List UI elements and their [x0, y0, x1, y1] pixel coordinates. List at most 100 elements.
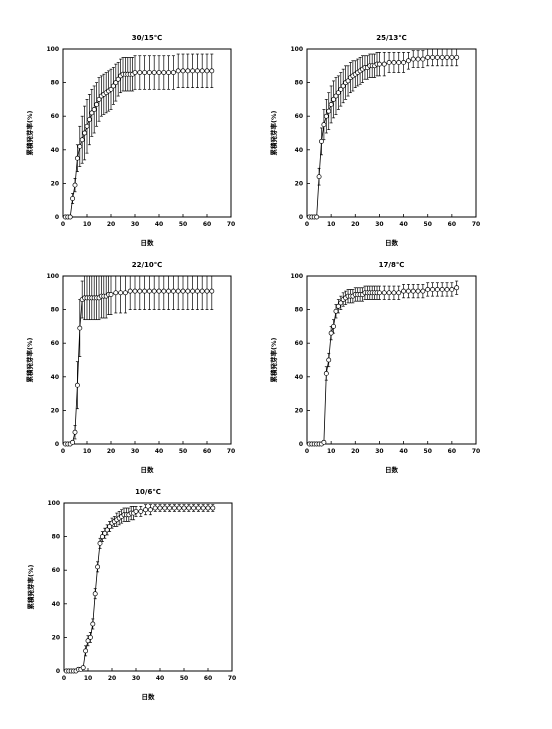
data-point [190, 288, 196, 294]
data-point [205, 505, 211, 511]
data-point [434, 286, 440, 292]
x-tick-label: 20 [108, 675, 116, 682]
data-point [415, 288, 421, 294]
y-tick-label: 60 [52, 567, 60, 574]
data-point [326, 357, 332, 363]
data-point [405, 288, 411, 294]
data-point [161, 70, 167, 75]
x-tick-label: 0 [62, 675, 66, 682]
plot-frame [306, 48, 477, 218]
series-line [309, 57, 457, 218]
x-axis-label: 日数 [141, 238, 155, 247]
x-axis-label: 日数 [141, 465, 155, 474]
data-point [449, 286, 455, 292]
x-tick-label: 10 [84, 675, 92, 682]
y-tick-label: 100 [290, 273, 303, 280]
data-point [122, 290, 128, 296]
y-tick-label: 80 [295, 307, 303, 314]
series-line [65, 70, 212, 218]
data-point [204, 68, 210, 74]
x-tick-label: 60 [448, 448, 456, 455]
y-tick-label: 20 [51, 407, 59, 414]
x-tick-label: 10 [83, 221, 91, 228]
x-tick-label: 70 [472, 448, 480, 455]
y-tick-label: 60 [295, 340, 303, 347]
data-point [108, 86, 114, 92]
x-tick-label: 60 [203, 221, 211, 228]
data-point [181, 505, 187, 511]
y-tick-label: 100 [47, 500, 60, 507]
y-tick-label: 80 [51, 80, 59, 87]
data-point [340, 83, 346, 89]
data-point [133, 508, 139, 514]
data-point [381, 290, 387, 296]
plot-frame [63, 502, 233, 672]
data-point [444, 286, 450, 292]
chart-title: 17/8℃ [379, 261, 405, 269]
data-point [166, 70, 172, 75]
data-point [72, 182, 78, 188]
x-tick-label: 30 [131, 448, 139, 455]
plot-frame [306, 275, 477, 445]
data-point [204, 288, 210, 294]
x-axis-label: 日数 [385, 238, 399, 247]
x-tick-label: 60 [203, 448, 211, 455]
data-point [391, 59, 397, 65]
data-point [195, 505, 201, 511]
data-point [209, 68, 215, 74]
data-point [79, 137, 85, 143]
y-tick-label: 0 [55, 441, 59, 448]
data-point [156, 70, 162, 75]
data-point [199, 288, 205, 294]
y-axis-label: 累積発芽率(%) [26, 565, 35, 610]
y-tick-label: 100 [290, 46, 303, 53]
data-point [99, 534, 105, 540]
chart-title: 30/15℃ [132, 34, 163, 42]
data-point [67, 214, 73, 220]
x-tick-label: 40 [399, 448, 407, 455]
data-point [386, 59, 392, 65]
x-axis-label: 日数 [385, 465, 399, 474]
chart-panel-1: 30/15℃ 0 10 20 30 40 50 60 70 0 20 40 60 80 100 日数 累積発芽率… [25, 34, 235, 247]
x-tick-label: 40 [155, 221, 163, 228]
data-point [85, 638, 91, 644]
chart-title: 25/13℃ [376, 34, 407, 42]
x-tick-label: 50 [424, 448, 432, 455]
y-tick-label: 20 [51, 180, 59, 187]
data-point [87, 634, 93, 640]
data-point [210, 505, 216, 511]
data-point [107, 524, 113, 529]
data-point [138, 508, 144, 514]
x-tick-label: 50 [424, 221, 432, 228]
data-point [156, 288, 162, 294]
y-axis-label: 累積発芽率(%) [269, 111, 278, 156]
data-point [396, 290, 402, 296]
data-point [386, 290, 392, 296]
x-tick-label: 30 [375, 221, 383, 228]
data-point [209, 288, 215, 294]
x-tick-label: 70 [472, 221, 480, 228]
data-point [338, 300, 344, 306]
data-point [333, 93, 339, 99]
data-point [449, 54, 455, 60]
data-point [319, 138, 324, 144]
x-tick-label: 50 [179, 448, 187, 455]
data-point [194, 68, 200, 74]
data-point [185, 68, 191, 74]
data-point [401, 59, 407, 65]
x-tick-label: 70 [227, 448, 235, 455]
data-point [175, 288, 181, 294]
x-tick-label: 0 [61, 448, 65, 455]
y-tick-label: 100 [46, 46, 59, 53]
y-tick-label: 60 [51, 113, 59, 120]
x-tick-label: 40 [399, 221, 407, 228]
data-point [176, 505, 182, 511]
data-point [323, 370, 329, 376]
data-point [345, 78, 351, 84]
data-point [454, 285, 460, 291]
data-point [430, 54, 435, 60]
y-tick-label: 40 [51, 374, 59, 381]
data-point [92, 591, 98, 597]
data-point [91, 107, 97, 112]
